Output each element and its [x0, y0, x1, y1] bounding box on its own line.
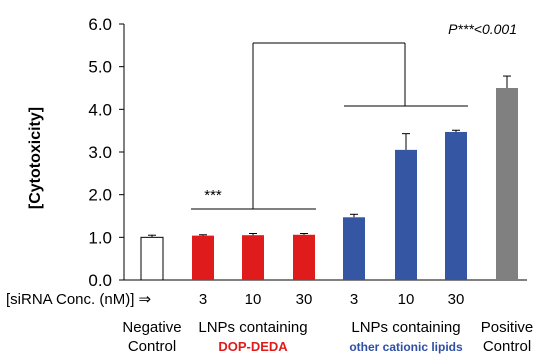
group-label-line1: Negative	[122, 319, 181, 336]
x-labels: 3 10 30 3 10 30	[199, 291, 465, 308]
y-tick-label: 3.0	[88, 143, 112, 162]
bar	[445, 131, 467, 280]
x-tick-label: 10	[398, 291, 415, 308]
significance-stars: ***	[204, 187, 222, 204]
y-tick-label: 0.0	[88, 271, 112, 290]
y-tick-label: 5.0	[88, 58, 112, 77]
y-tick-label: 4.0	[88, 100, 112, 119]
bar	[293, 234, 315, 280]
group-label-line1: LNPs containing	[198, 319, 307, 336]
bars	[140, 88, 518, 281]
group-labels: Negative Control LNPs containing DOP-DEDA LN…	[122, 319, 533, 355]
bar	[496, 88, 518, 280]
group-label-line2: DOP-DEDA	[218, 339, 288, 354]
significance-brackets	[191, 42, 468, 210]
x-tick-label: 10	[245, 291, 262, 308]
bar	[343, 217, 365, 280]
x-tick-label: 30	[296, 291, 313, 308]
y-tick-label: 1.0	[88, 228, 112, 247]
group-label-line1: Positive	[481, 319, 534, 336]
bar	[242, 235, 264, 280]
concentration-label: [siRNA Conc. (nM)] ⇒	[6, 291, 151, 308]
group-label-line2: other cationic lipids	[349, 340, 463, 354]
y-axis-label: [Cytotoxicity]	[27, 107, 44, 209]
x-tick-label: 3	[350, 291, 358, 308]
axes: 0.0 1.0 2.0 3.0 4.0 5.0 6.0	[88, 15, 527, 290]
bar	[192, 235, 214, 280]
y-tick-label: 2.0	[88, 186, 112, 205]
p-value-annotation: P***<0.001	[448, 21, 517, 37]
x-tick-label: 3	[199, 291, 207, 308]
error-bars	[148, 75, 511, 238]
bar	[140, 236, 164, 281]
group-label-line1: LNPs containing	[351, 319, 460, 336]
y-tick-label: 6.0	[88, 15, 112, 34]
bar	[395, 149, 417, 280]
group-label-line2: Control	[128, 338, 176, 355]
group-label-line2: Control	[483, 338, 531, 355]
x-tick-label: 30	[448, 291, 465, 308]
